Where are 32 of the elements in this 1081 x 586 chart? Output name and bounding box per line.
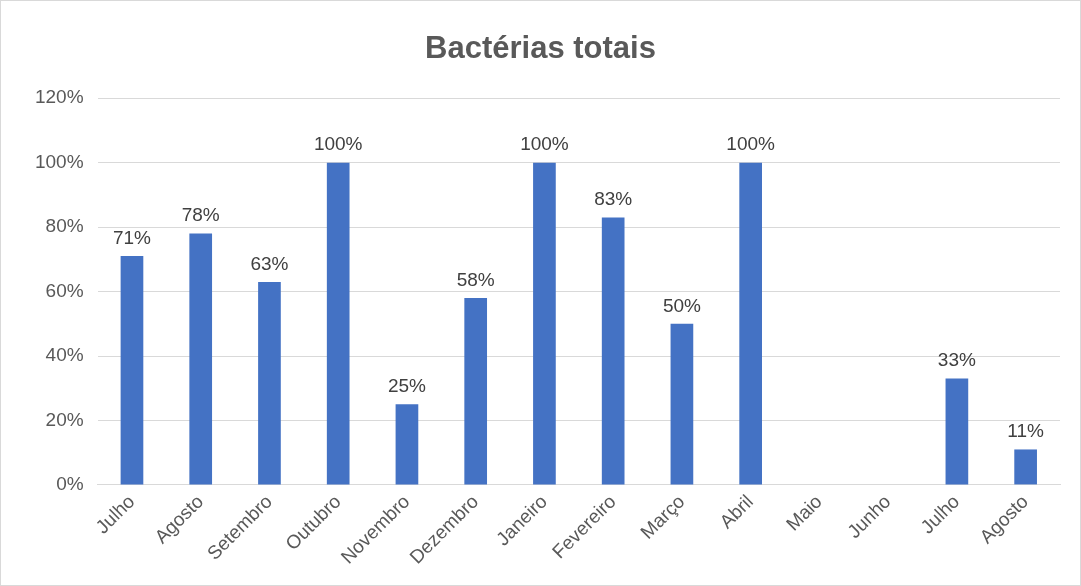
data-label: 50% <box>662 294 702 316</box>
bar <box>258 281 281 485</box>
y-tick-label: 40% <box>45 344 84 366</box>
data-label: 58% <box>456 268 495 290</box>
y-tick-label: 60% <box>45 279 84 301</box>
bar <box>945 378 969 485</box>
bar <box>120 256 144 485</box>
bar <box>601 217 625 485</box>
y-tick-label: 80% <box>45 215 84 237</box>
y-tick-label: 20% <box>45 408 84 430</box>
bar <box>189 233 213 485</box>
y-tick-label: 100% <box>34 150 84 172</box>
data-label: 83% <box>594 188 633 210</box>
data-label: 63% <box>250 252 289 274</box>
data-label: 100% <box>313 133 363 155</box>
bar <box>533 162 556 485</box>
bar <box>464 298 488 485</box>
data-label: 100% <box>520 133 569 155</box>
data-label: 78% <box>181 204 220 226</box>
bar <box>326 162 350 485</box>
data-label: 71% <box>112 226 152 248</box>
bar <box>1014 449 1037 485</box>
data-label: 100% <box>726 133 776 155</box>
data-label: 25% <box>387 375 427 397</box>
data-label: 11% <box>1007 420 1045 442</box>
y-tick-label: 120% <box>34 86 84 108</box>
y-tick-label: 0% <box>56 473 84 495</box>
bar <box>670 323 694 485</box>
data-label: 33% <box>937 349 976 371</box>
bar <box>395 404 419 485</box>
chart-title: Bactérias totais <box>425 30 656 66</box>
bar <box>739 162 762 485</box>
